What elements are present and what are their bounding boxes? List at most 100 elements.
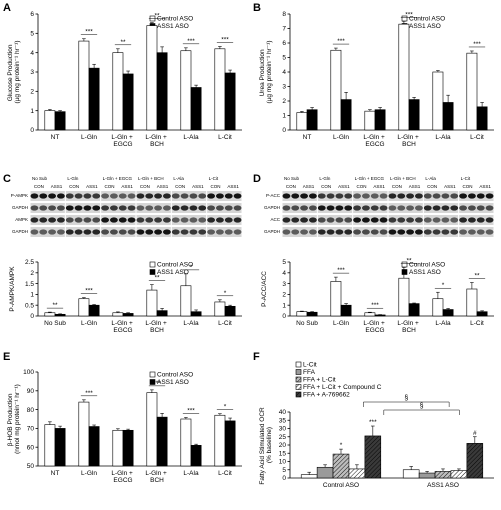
line: L-Gln + [397,320,420,327]
bar [54,313,66,317]
line: (% baseline) [266,427,273,463]
blot-band [353,229,362,235]
blot-band-bg [317,203,353,213]
bar [224,72,236,131]
significance-label: ** [406,257,412,264]
blot-band [145,217,154,223]
blot-band-bg [136,203,171,213]
line: Fatty Acid Stimulated OCR [259,405,266,484]
bar [180,418,192,467]
y-tick-label: 5 [30,31,34,38]
y-tick-label: 4 [282,270,286,277]
blot-column-label: L-Cit [461,176,471,181]
blot-band [432,217,441,223]
blot-band-bg [317,215,353,225]
blot-band [353,205,362,211]
blot-band [198,193,207,199]
blot-band [233,205,242,211]
y-tick-label: 2 [30,89,34,96]
blot-row-label: GAPDH [12,205,28,210]
legend-label: FFA + L-Cit + Compound C [303,384,382,391]
line: L-Gln + [111,470,134,477]
x-tick-label: L-Cit [218,470,232,477]
blot-band [441,193,450,199]
y-tick-label: 6 [282,40,286,47]
blot-band [39,217,48,223]
x-tick-label: L-Ala [435,320,451,327]
x-tick-label: Control ASO [323,482,359,489]
panel-letter: F [253,351,260,363]
blot-band [308,205,317,211]
line: BCH [150,327,164,334]
significance-label: * [190,264,193,271]
blot-band [282,229,291,235]
blot-band [154,217,163,223]
line: L-Gln + [363,134,386,141]
blot-band [162,205,171,211]
blot-band [450,193,459,199]
bar [398,23,410,131]
bracket-label: § [420,403,424,410]
blot-band [30,193,39,199]
bar [122,429,134,467]
line: Glucose Production [7,43,14,102]
y-tick-label: 0 [282,475,286,482]
y-tick-label: 3 [282,84,286,91]
blot-band [83,205,92,211]
bar [442,309,454,317]
line: BCH [150,141,164,148]
blot-band-bg [65,215,101,225]
blot-lane-label: ASS1 [338,184,350,189]
blot-band [74,193,83,199]
significance-label: ** [154,13,160,20]
blot-band [65,229,74,235]
bar [44,312,56,317]
blot-band [109,229,118,235]
bar [296,112,308,131]
bar [332,453,350,479]
bar [296,311,308,317]
blot-band-bg [171,191,207,201]
panel-letter: B [253,2,261,14]
y-tick-label: 3 [30,69,34,76]
legend-swatch [149,371,156,378]
y-tick-label: 0 [30,127,34,134]
significance-label: *** [473,41,481,48]
bar [364,110,376,131]
blot-row-label: P-AMPK [11,193,28,198]
blot-band [154,193,163,199]
blot-band [379,193,388,199]
blot-band [154,205,163,211]
significance-label: *** [187,407,195,414]
legend-label: ASS1 ASO [409,23,441,30]
line: L-Gln + [363,320,386,327]
blot-band [432,193,441,199]
y-tick-label: 50 [27,463,35,470]
y-tick-label: 90 [27,388,35,395]
x-tick-label: L-Gln + EGCG [111,134,134,148]
blot-band-bg [136,215,171,225]
blot-band-bg [207,215,242,225]
significance-label: *** [85,390,93,397]
blot-lane-label: ASS1 [192,184,204,189]
blot-band [317,217,326,223]
bar [44,110,56,131]
bar [224,420,236,467]
blot-band [441,217,450,223]
blot-band [467,229,476,235]
bar [112,312,124,317]
x-tick-label: L-Gln [333,320,349,327]
bar [78,40,90,131]
blot-band [180,217,189,223]
blot-band [326,229,335,235]
blot-band [224,217,233,223]
blot-band [162,193,171,199]
blot-band [118,217,127,223]
blot-band [198,217,207,223]
bar [476,311,488,317]
blot-band [459,205,468,211]
bar [44,424,56,467]
bar [442,102,454,131]
x-tick-label: L-Gln + BCH [145,134,168,148]
bar [156,416,168,467]
